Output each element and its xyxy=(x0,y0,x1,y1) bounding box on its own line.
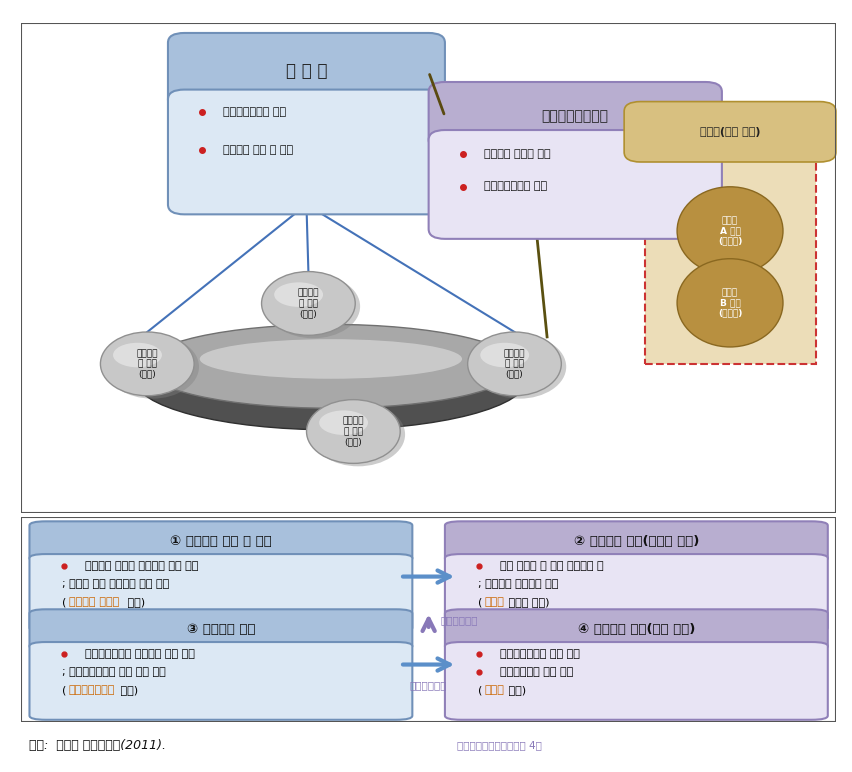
Text: 지질공원위원회: 지질공원위원회 xyxy=(69,685,115,695)
Text: 지질공원 인증 및 지원: 지질공원 인증 및 지원 xyxy=(223,144,293,154)
Text: ② 지질공원 실행(미인증 상태): ② 지질공원 실행(미인증 상태) xyxy=(573,535,699,548)
Text: 지자체: 지자체 xyxy=(484,685,504,695)
Text: 자발적 수행): 자발적 수행) xyxy=(504,597,549,607)
Text: (: ( xyxy=(62,685,66,695)
Text: 지질공원 가능성 높은지역 목록 작성: 지질공원 가능성 높은지역 목록 작성 xyxy=(84,561,198,571)
Ellipse shape xyxy=(113,343,162,367)
Text: 후보지
B 지역
(미인증): 후보지 B 지역 (미인증) xyxy=(717,288,741,318)
Text: ; 한국지질공원망 심의 규정 의거: ; 한국지질공원망 심의 규정 의거 xyxy=(62,667,165,677)
Text: 지자체: 지자체 xyxy=(484,597,504,607)
Text: 환 경 부: 환 경 부 xyxy=(285,62,327,80)
Ellipse shape xyxy=(273,283,323,307)
Ellipse shape xyxy=(101,332,194,396)
Text: 지질공원위원회 구성: 지질공원위원회 구성 xyxy=(223,107,286,117)
Text: ① 지질유산 조사 및 평가: ① 지질유산 조사 및 평가 xyxy=(170,535,272,548)
FancyBboxPatch shape xyxy=(428,130,721,239)
Ellipse shape xyxy=(311,402,405,466)
Text: (: ( xyxy=(62,597,66,607)
FancyBboxPatch shape xyxy=(30,642,412,720)
Ellipse shape xyxy=(199,339,462,379)
Text: 수행): 수행) xyxy=(124,597,146,607)
Text: 〈재인증요청〉유효기간 4년: 〈재인증요청〉유효기간 4년 xyxy=(457,740,541,750)
Text: 세계지질공원 인증 추진: 세계지질공원 인증 추진 xyxy=(500,667,573,677)
FancyBboxPatch shape xyxy=(168,90,445,215)
FancyBboxPatch shape xyxy=(428,82,721,150)
Text: 지질공원 사무국 설치: 지질공원 사무국 설치 xyxy=(483,148,550,158)
Text: 한국지질공원망 정식회원 인정 심의: 한국지질공원망 정식회원 인정 심의 xyxy=(84,649,194,659)
Bar xyxy=(644,157,815,364)
Text: (: ( xyxy=(477,685,481,695)
FancyBboxPatch shape xyxy=(445,609,826,650)
Ellipse shape xyxy=(266,275,360,338)
Text: 지질공원
다 지역
(인증): 지질공원 다 지역 (인증) xyxy=(343,417,364,446)
Text: 지질공원
라 지역
(인증): 지질공원 라 지역 (인증) xyxy=(504,349,525,379)
Text: 운영): 운영) xyxy=(504,685,526,695)
FancyBboxPatch shape xyxy=(30,521,412,562)
FancyBboxPatch shape xyxy=(445,521,826,562)
Ellipse shape xyxy=(676,187,782,275)
Text: 지질공원
가 지역
(인증): 지질공원 가 지역 (인증) xyxy=(136,349,158,379)
Ellipse shape xyxy=(472,335,566,398)
Text: ④ 지질공원 운영(인증 상태): ④ 지질공원 운영(인증 상태) xyxy=(577,623,694,636)
Ellipse shape xyxy=(134,327,527,430)
Ellipse shape xyxy=(143,324,518,408)
Text: 자료:  환경부 자연자원과(2011).: 자료: 환경부 자연자원과(2011). xyxy=(30,739,166,752)
Text: ③ 지질공원 인증: ③ 지질공원 인증 xyxy=(187,623,255,636)
Ellipse shape xyxy=(306,400,400,463)
Text: 목록 포함지 및 기존 운영지역 등: 목록 포함지 및 기존 운영지역 등 xyxy=(500,561,603,571)
Text: 심의): 심의) xyxy=(118,685,138,695)
FancyBboxPatch shape xyxy=(30,609,412,650)
Text: ; 지자체 등에 지질공원 추진 권고: ; 지자체 등에 지질공원 추진 권고 xyxy=(62,579,169,589)
Text: 한국지질공원망 정식 회원: 한국지질공원망 정식 회원 xyxy=(500,649,579,659)
Ellipse shape xyxy=(467,332,561,396)
FancyBboxPatch shape xyxy=(30,554,412,631)
Text: 한국지질공원망 운영: 한국지질공원망 운영 xyxy=(483,181,546,191)
Ellipse shape xyxy=(105,335,199,398)
FancyBboxPatch shape xyxy=(445,642,826,720)
Text: 지질공원
나 지역
(인증): 지질공원 나 지역 (인증) xyxy=(297,289,319,318)
Text: 지자체(자체 운영): 지자체(자체 운영) xyxy=(699,127,759,137)
FancyBboxPatch shape xyxy=(624,102,835,162)
Text: 〈인증수여〉: 〈인증수여〉 xyxy=(410,680,446,690)
Ellipse shape xyxy=(319,411,367,435)
Text: 국립공원관리공단: 국립공원관리공단 xyxy=(541,109,608,123)
Ellipse shape xyxy=(480,343,528,367)
FancyBboxPatch shape xyxy=(445,554,826,631)
Text: 지질공원 사무국: 지질공원 사무국 xyxy=(69,597,119,607)
Ellipse shape xyxy=(262,272,354,335)
Text: ; 지질공원 운영지침 의거: ; 지질공원 운영지침 의거 xyxy=(477,579,557,589)
Text: 〈인증신청〉: 〈인증신청〉 xyxy=(440,615,478,625)
Text: (: ( xyxy=(477,597,481,607)
Text: 후보지
A 지역
(미인증): 후보지 A 지역 (미인증) xyxy=(717,216,741,245)
Ellipse shape xyxy=(676,259,782,347)
FancyBboxPatch shape xyxy=(168,33,445,109)
